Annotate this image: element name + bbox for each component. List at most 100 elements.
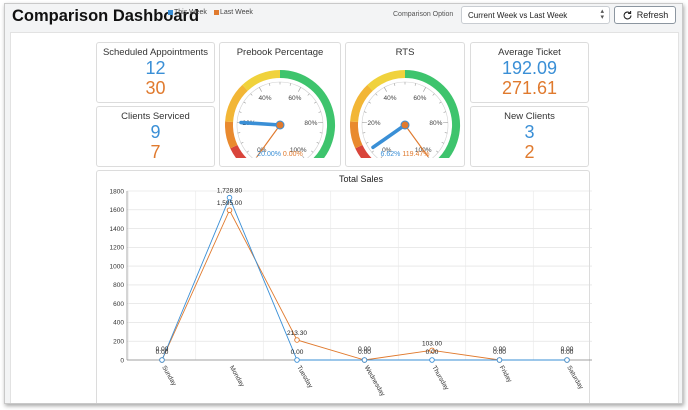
comparison-option-label: Comparison Option (393, 11, 454, 18)
gauge-tick-label: 100% (290, 147, 307, 154)
refresh-button[interactable]: Refresh (614, 6, 676, 24)
gauge-tick-label: 80% (429, 120, 442, 127)
gauge-needle-last-week (404, 124, 429, 158)
legend: This Week Last Week (168, 9, 253, 16)
card-value-this-week: 12 (145, 58, 166, 78)
gauge-tick (239, 111, 242, 113)
data-point-this-week (226, 194, 233, 201)
card-label: Average Ticket (498, 47, 561, 58)
x-tick-label: Friday (498, 365, 513, 385)
x-tick-label: Monday (228, 365, 246, 389)
card-value-this-week: 192.09 (501, 58, 558, 78)
data-label: 0.00 (561, 346, 574, 353)
card-value-last-week: 271.61 (501, 78, 558, 98)
gauge-tick (243, 101, 246, 104)
gauge-tick (250, 93, 253, 96)
y-tick-label: 1400 (110, 226, 125, 233)
gauge-band (242, 70, 281, 91)
gauge-tick (311, 150, 314, 153)
gauge-tick (384, 87, 387, 92)
card-value-last-week: 7 (150, 142, 161, 162)
gauge-tick (364, 111, 367, 113)
data-point-last-week (226, 207, 233, 213)
data-label: 0.00 (156, 349, 169, 356)
gauge-tick (318, 111, 321, 113)
gauge-last-week-value: 119.47% (402, 151, 430, 158)
gauge-tick (375, 93, 378, 96)
gauge-band (225, 121, 238, 149)
gauge-hub (275, 120, 285, 130)
y-tick-label: 1600 (110, 207, 125, 214)
data-label: 0.00 (156, 346, 169, 353)
gauge-band (367, 70, 406, 91)
gauge-this-week-value: 20.00% (257, 151, 281, 158)
gauge-needle-this-week (371, 123, 407, 150)
gauge-tick (368, 101, 371, 104)
series-line-this-week (161, 196, 567, 361)
card-value-this-week: 9 (150, 122, 161, 142)
gauge-tick (240, 141, 244, 144)
average-ticket-card: Average Ticket 192.09 271.61 (470, 42, 589, 103)
data-label: 103.00 (422, 340, 442, 347)
data-label: 1,728.80 (217, 188, 243, 195)
legend-swatch-this (168, 9, 173, 15)
data-point-last-week (294, 337, 300, 343)
data-point-last-week (429, 347, 435, 354)
legend-last-week: Last Week (213, 9, 253, 16)
data-point-this-week (429, 357, 435, 363)
data-point-this-week (564, 357, 570, 363)
gauge-hub (400, 120, 410, 130)
gauge-tick-label: 60% (413, 95, 426, 102)
gauge-tick (246, 150, 249, 153)
gauge-tick-label: 20% (368, 120, 381, 127)
data-point-this-week (496, 357, 503, 363)
gauge-tick (394, 83, 396, 86)
data-label: 0.00 (358, 346, 371, 353)
gauge-needle-this-week (239, 120, 282, 127)
gauge-tick-label: 40% (384, 95, 397, 102)
legend-last-label: Last Week (219, 9, 253, 16)
gauge-title: RTS (395, 47, 415, 58)
gauge-tick-label: 80% (304, 120, 317, 127)
rts-gauge: 0%20%40%60%80%100% (350, 70, 460, 170)
gauge-readout: 20.00% 0.00% (220, 151, 340, 158)
gauge-tick (314, 101, 317, 104)
gauge-tick (298, 87, 301, 92)
refresh-label: Refresh (636, 10, 669, 20)
gauge-tick (443, 111, 446, 113)
chevron-updown-icon: ▴ ▾ (600, 8, 604, 21)
y-tick-label: 1000 (110, 263, 125, 270)
gauge-tick (436, 150, 439, 153)
legend-this-label: This Week (174, 9, 207, 16)
y-tick-label: 1800 (110, 188, 125, 195)
y-tick-label: 400 (113, 320, 124, 327)
scheduled-appointments-card: Scheduled Appointments 12 30 (96, 42, 215, 103)
x-tick-label: Saturday (565, 365, 584, 392)
refresh-icon (623, 10, 632, 19)
legend-swatch-last (213, 9, 219, 15)
data-label: 0.00 (493, 349, 506, 356)
gauge-this-week-value: 6.62% (380, 151, 401, 158)
gauge-band (350, 121, 363, 149)
card-value-this-week: 3 (524, 122, 535, 142)
card-label: Clients Serviced (121, 111, 190, 122)
gauge-tick-label: 60% (288, 95, 301, 102)
data-label: 213.30 (287, 330, 307, 337)
x-tick-label: Sunday (160, 365, 177, 388)
gauge-band (225, 84, 248, 123)
page-title: Comparison Dashboard (12, 7, 200, 25)
y-tick-label: 200 (113, 339, 124, 346)
gauge-tick (365, 141, 369, 144)
y-tick-label: 1200 (110, 245, 125, 252)
card-label: Scheduled Appointments (102, 47, 209, 58)
data-point-this-week (361, 357, 368, 363)
data-label: 0.00 (358, 349, 371, 356)
rts-gauge-card: RTS 0%20%40%60%80%100% 6.62% 119.47% (345, 42, 465, 170)
prebook-gauge-card: Prebook Percentage 0%20%40%60%80%100% 20… (219, 42, 341, 170)
comparison-option-select[interactable]: Current Week vs Last Week ▴ ▾ (461, 6, 610, 24)
gauge-tick (307, 93, 310, 96)
gauge-tick (441, 141, 445, 144)
y-tick-label: 0 (120, 357, 124, 364)
gauge-tick-label: 40% (259, 95, 272, 102)
legend-this-week: This Week (168, 9, 207, 16)
